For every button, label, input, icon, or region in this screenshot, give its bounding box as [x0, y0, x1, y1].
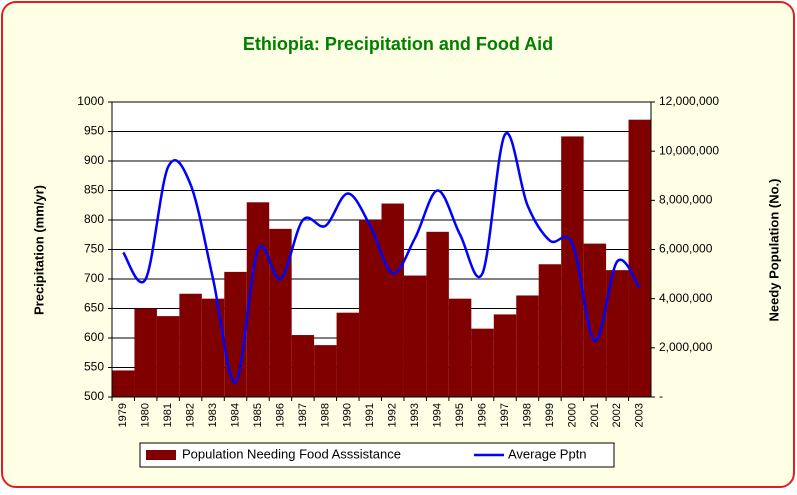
x-tick-label: 1996 — [476, 403, 488, 427]
x-tick-label: 1979 — [117, 403, 129, 427]
y-tick-label: 900 — [84, 153, 104, 167]
bar — [112, 370, 135, 397]
x-tick-label: 1986 — [274, 403, 286, 427]
bar — [201, 298, 225, 397]
y-tick-label: 700 — [84, 271, 104, 285]
bar — [561, 136, 584, 397]
y2-tick-label: 8,000,000 — [659, 193, 713, 207]
bar — [538, 264, 562, 397]
x-tick-label: 1993 — [409, 403, 421, 427]
y2-tick-label: 4,000,000 — [659, 291, 713, 305]
x-tick-label: 1988 — [319, 403, 331, 427]
bar — [381, 203, 404, 397]
bar — [179, 293, 202, 397]
x-tick-label: 1984 — [229, 403, 241, 427]
y2-tick-label: 6,000,000 — [659, 242, 713, 256]
y-tick-label: 550 — [84, 360, 104, 374]
y-tick-label: 650 — [84, 301, 104, 315]
bar — [246, 202, 270, 397]
bar — [516, 295, 539, 397]
y-tick-label: 800 — [84, 212, 104, 226]
y2-tick-label: - — [659, 389, 663, 403]
legend-box — [139, 442, 615, 468]
x-tick-label: 2002 — [611, 403, 623, 427]
bar — [291, 335, 315, 397]
bar — [359, 220, 382, 397]
bar — [493, 314, 517, 397]
x-tick-label: 1981 — [162, 403, 174, 427]
x-tick-label: 1998 — [521, 403, 533, 427]
y-tick-label: 600 — [84, 330, 104, 344]
bar — [336, 312, 360, 397]
x-tick-label: 1992 — [387, 403, 399, 427]
bar — [448, 298, 472, 397]
x-tick-label: 1995 — [454, 403, 466, 427]
y-tick-label: 950 — [84, 124, 104, 138]
bar — [269, 228, 292, 397]
bar — [403, 275, 427, 397]
x-tick-label: 1994 — [432, 403, 444, 427]
bar — [224, 271, 247, 397]
x-tick-label: 1985 — [252, 403, 264, 427]
y-tick-label: 500 — [84, 389, 104, 403]
bar — [606, 270, 629, 397]
legend-swatch — [146, 450, 176, 460]
y-axis-title: Precipitation (mm/yr) — [31, 185, 46, 315]
y2-axis-title: Needy Population (No.) — [766, 179, 781, 322]
y-tick-label: 850 — [84, 183, 104, 197]
chart-title: Ethiopia: Precipitation and Food Aid — [243, 34, 553, 54]
x-tick-label: 2001 — [589, 403, 601, 427]
bar — [314, 345, 337, 397]
y-tick-label: 750 — [84, 242, 104, 256]
y2-tick-label: 10,000,000 — [659, 143, 719, 157]
y2-tick-label: 2,000,000 — [659, 340, 713, 354]
x-tick-label: 1991 — [364, 403, 376, 427]
legend-label: Average Pptn — [508, 446, 587, 461]
y2-tick-label: 12,000,000 — [659, 94, 719, 108]
bar — [628, 119, 651, 397]
bar — [471, 328, 494, 397]
line — [122, 131, 641, 384]
x-tick-label: 2003 — [634, 403, 646, 427]
x-tick-label: 1982 — [185, 403, 197, 427]
bar — [134, 308, 157, 397]
legend-label: Population Needing Food Asssistance — [182, 446, 401, 461]
x-tick-label: 1997 — [499, 403, 511, 427]
bar — [156, 316, 180, 397]
x-tick-label: 1990 — [342, 403, 354, 427]
bar — [426, 231, 449, 397]
x-tick-label: 1980 — [140, 403, 152, 427]
x-tick-label: 1987 — [297, 403, 309, 427]
x-tick-label: 1983 — [207, 403, 219, 427]
x-tick-label: 1999 — [544, 403, 556, 427]
bar — [583, 243, 607, 397]
y-tick-label: 1000 — [77, 94, 104, 108]
x-tick-label: 2000 — [566, 403, 578, 427]
